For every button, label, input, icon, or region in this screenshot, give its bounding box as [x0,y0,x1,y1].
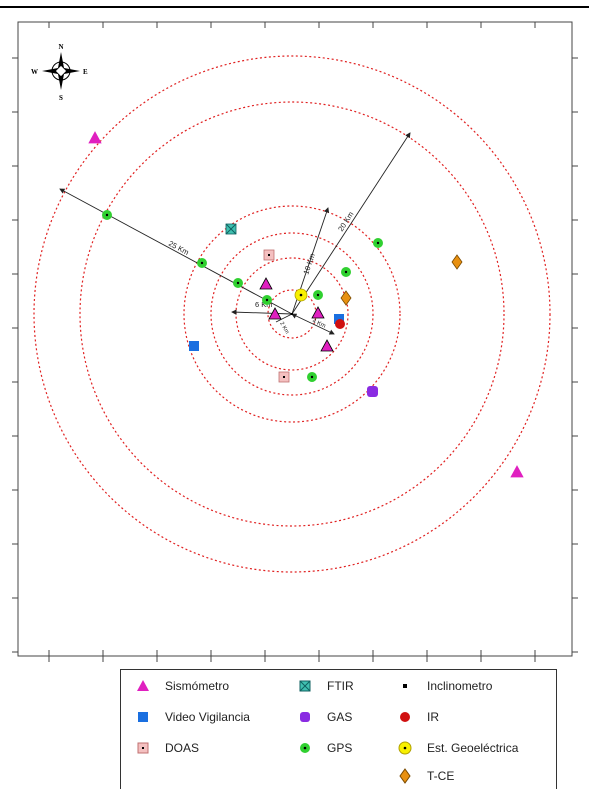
sismometro-marker [320,339,334,352]
sismometro-marker [311,306,325,319]
geoelectrica-marker [294,288,308,302]
compass-s: S [59,94,63,102]
legend-ir: IR [397,709,439,725]
legend-sismometro: Sismómetro [135,678,229,694]
legend-gas: GAS [297,709,352,725]
map-frame [17,21,573,657]
legend-video: Video Vigilancia [135,709,250,725]
video-vigilancia-marker [189,341,199,351]
ftir-marker [225,223,237,235]
circle-icon [400,712,410,722]
top-rule [0,6,589,8]
video-vigilancia-marker [334,314,344,324]
legend-gps: GPS [297,740,352,756]
doas-marker [263,249,275,261]
radius-2km-arrow [275,313,293,323]
triangle-icon [137,680,149,691]
tce-marker [340,290,352,306]
compass-w: W [31,68,38,76]
sismometro-marker [88,131,102,144]
ring-25km [33,55,551,573]
ring-6km [210,232,374,396]
dot-square-icon [137,742,149,754]
sismometro-marker [510,465,524,478]
rounded-square-icon [300,712,310,722]
label-2km: 2 Km [278,321,290,335]
compass-e: E [83,68,88,76]
label-6km: 6 Km [255,300,273,309]
tce-marker [451,254,463,270]
compass-n: N [59,43,64,51]
axis-ticks [12,22,578,662]
station-map: 25 Km 20 Km 10 Km 6 Km 4 Km 2 Km N S W E [12,21,578,662]
label-4km: 4 Km [311,318,326,329]
legend-inclinometro: Inclinometro [397,678,492,694]
inclinometro-marker [291,313,293,315]
ir-marker [335,319,345,329]
sismometro-marker [259,277,273,290]
diamond-icon [399,768,411,784]
radius-4km-arrow [291,313,335,335]
radius-25km-arrow [59,188,298,319]
sismometro-marker [268,307,282,320]
small-square-icon [403,684,407,688]
dot-circle-icon [398,741,412,755]
box-x-icon [299,680,311,692]
gas-marker [367,386,378,397]
legend: Sismómetro FTIR Inclinometro Video Vigil… [120,669,557,789]
doas-marker [278,371,290,383]
legend-ftir: FTIR [297,678,354,694]
ring-20km [79,101,505,527]
radius-20km-arrow [291,132,411,315]
square-icon [138,712,148,722]
legend-tce: T-CE [397,768,454,784]
legend-doas: DOAS [135,740,199,756]
legend-geoelectrica: Est. Geoeléctrica [397,740,518,756]
compass-rose-icon: N S W E [31,43,88,102]
radius-6km-arrow [231,309,293,315]
dot-circle-icon [300,743,310,753]
